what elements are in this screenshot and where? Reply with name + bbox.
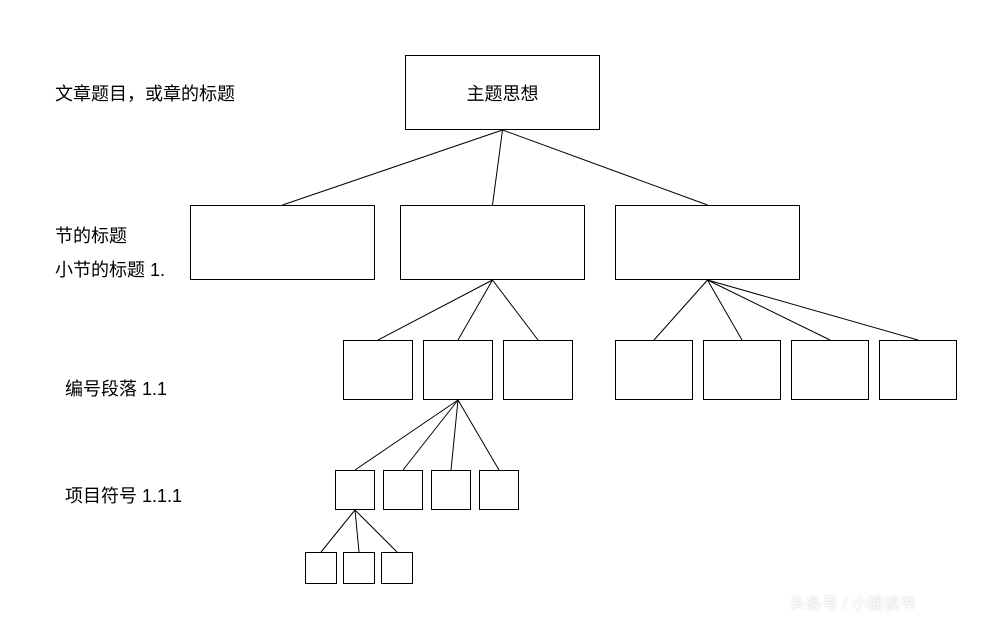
edge-b2-c1 xyxy=(355,400,458,470)
tree-node-a2 xyxy=(400,205,585,280)
edge-b2-c2 xyxy=(403,400,458,470)
edge-a3-b5 xyxy=(708,280,743,340)
row-label-l1: 文章题目，或章的标题 xyxy=(55,80,275,106)
node-text: 主题思想 xyxy=(467,80,539,106)
edge-root-a2 xyxy=(493,130,503,205)
edge-c1-d3 xyxy=(355,510,397,552)
edge-a2-b2 xyxy=(458,280,493,340)
edge-c1-d1 xyxy=(321,510,355,552)
edge-b2-c4 xyxy=(458,400,499,470)
edge-c1-d2 xyxy=(355,510,359,552)
tree-node-c1 xyxy=(335,470,375,510)
tree-node-b4 xyxy=(615,340,693,400)
row-label-l4: 项目符号 1.1.1 xyxy=(65,482,235,508)
tree-node-b5 xyxy=(703,340,781,400)
row-label-l2b: 小节的标题 1. xyxy=(55,256,215,282)
edge-a3-b7 xyxy=(708,280,919,340)
edge-root-a1 xyxy=(283,130,503,205)
tree-node-b1 xyxy=(343,340,413,400)
watermark: 头条号 / 小播读书 xyxy=(790,590,915,614)
tree-node-a3 xyxy=(615,205,800,280)
tree-node-b7 xyxy=(879,340,957,400)
tree-node-d2 xyxy=(343,552,375,584)
edge-b2-c3 xyxy=(451,400,458,470)
tree-node-d3 xyxy=(381,552,413,584)
edge-a2-b1 xyxy=(378,280,493,340)
tree-node-b2 xyxy=(423,340,493,400)
edge-a3-b6 xyxy=(708,280,831,340)
edge-a3-b4 xyxy=(654,280,708,340)
row-label-l2a: 节的标题 xyxy=(55,222,175,248)
row-label-l3: 编号段落 1.1 xyxy=(65,375,225,401)
edge-root-a3 xyxy=(503,130,708,205)
tree-node-root: 主题思想 xyxy=(405,55,600,130)
tree-node-c4 xyxy=(479,470,519,510)
tree-node-d1 xyxy=(305,552,337,584)
tree-node-c3 xyxy=(431,470,471,510)
tree-node-b3 xyxy=(503,340,573,400)
edge-a2-b3 xyxy=(493,280,539,340)
tree-node-c2 xyxy=(383,470,423,510)
tree-node-b6 xyxy=(791,340,869,400)
tree-node-a1 xyxy=(190,205,375,280)
